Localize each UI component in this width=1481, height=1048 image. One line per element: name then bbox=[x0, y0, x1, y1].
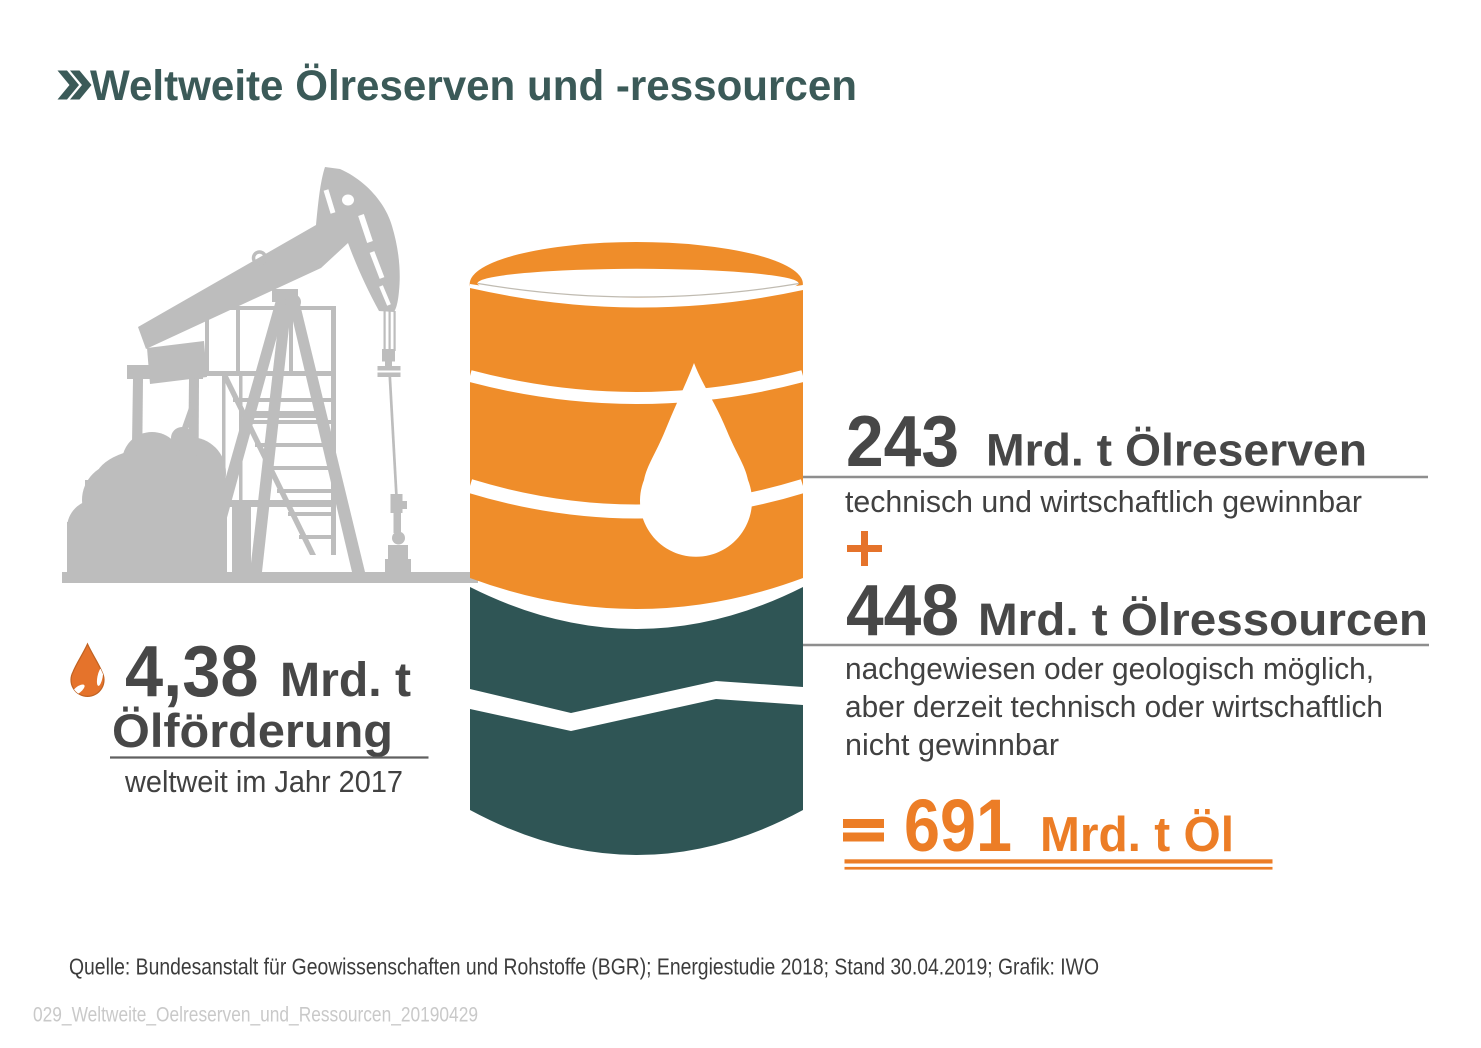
svg-text:Mrd. t Ölressourcen: Mrd. t Ölressourcen bbox=[978, 594, 1428, 645]
svg-text:029_Weltweite_Oelreserven_und_: 029_Weltweite_Oelreserven_und_Ressourcen… bbox=[33, 1004, 478, 1027]
svg-text:243: 243 bbox=[846, 401, 959, 482]
svg-text:Quelle: Bundesanstalt für Geow: Quelle: Bundesanstalt für Geowissenschaf… bbox=[69, 954, 1099, 980]
svg-text:Mrd. t Öl: Mrd. t Öl bbox=[1040, 808, 1234, 862]
svg-text:Weltweite Ölreserven und -ress: Weltweite Ölreserven und -ressourcen bbox=[90, 62, 857, 110]
svg-text:Ölförderung: Ölförderung bbox=[112, 704, 393, 757]
svg-text:weltweit im Jahr 2017: weltweit im Jahr 2017 bbox=[124, 764, 403, 799]
svg-text:Mrd. t: Mrd. t bbox=[280, 654, 411, 707]
svg-text:448: 448 bbox=[846, 570, 959, 651]
svg-text:nicht gewinnbar: nicht gewinnbar bbox=[845, 727, 1059, 762]
svg-text:technisch und wirtschaftlich g: technisch und wirtschaftlich gewinnbar bbox=[845, 484, 1362, 519]
svg-text:4,38: 4,38 bbox=[125, 631, 259, 712]
svg-text:nachgewiesen oder geologisch m: nachgewiesen oder geologisch möglich, bbox=[845, 651, 1374, 686]
svg-text:aber derzeit technisch oder wi: aber derzeit technisch oder wirtschaftli… bbox=[845, 689, 1383, 724]
svg-text:691: 691 bbox=[904, 784, 1012, 867]
svg-text:Mrd. t Ölreserven: Mrd. t Ölreserven bbox=[986, 425, 1367, 476]
